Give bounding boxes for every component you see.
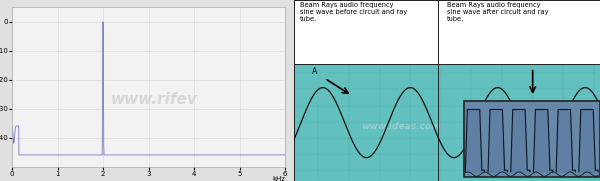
Bar [438, 0, 600, 64]
Bar [294, 64, 600, 181]
Polygon shape [466, 110, 485, 172]
Polygon shape [556, 110, 575, 172]
Bar [464, 101, 600, 177]
Polygon shape [533, 110, 553, 172]
Text: www.ideas.com: www.ideas.com [361, 122, 441, 131]
Text: www.rifev: www.rifev [110, 92, 197, 107]
Bar [294, 0, 438, 64]
Text: A: A [313, 68, 317, 76]
Text: kHz: kHz [272, 176, 285, 181]
Text: Beam Rays audio frequency
sine wave before circuit and ray
tube.: Beam Rays audio frequency sine wave befo… [300, 2, 407, 22]
Polygon shape [511, 110, 530, 172]
Polygon shape [488, 110, 508, 172]
Polygon shape [579, 110, 598, 172]
Text: Beam Rays audio frequency
sine wave after circuit and ray
tube.: Beam Rays audio frequency sine wave afte… [447, 2, 548, 22]
